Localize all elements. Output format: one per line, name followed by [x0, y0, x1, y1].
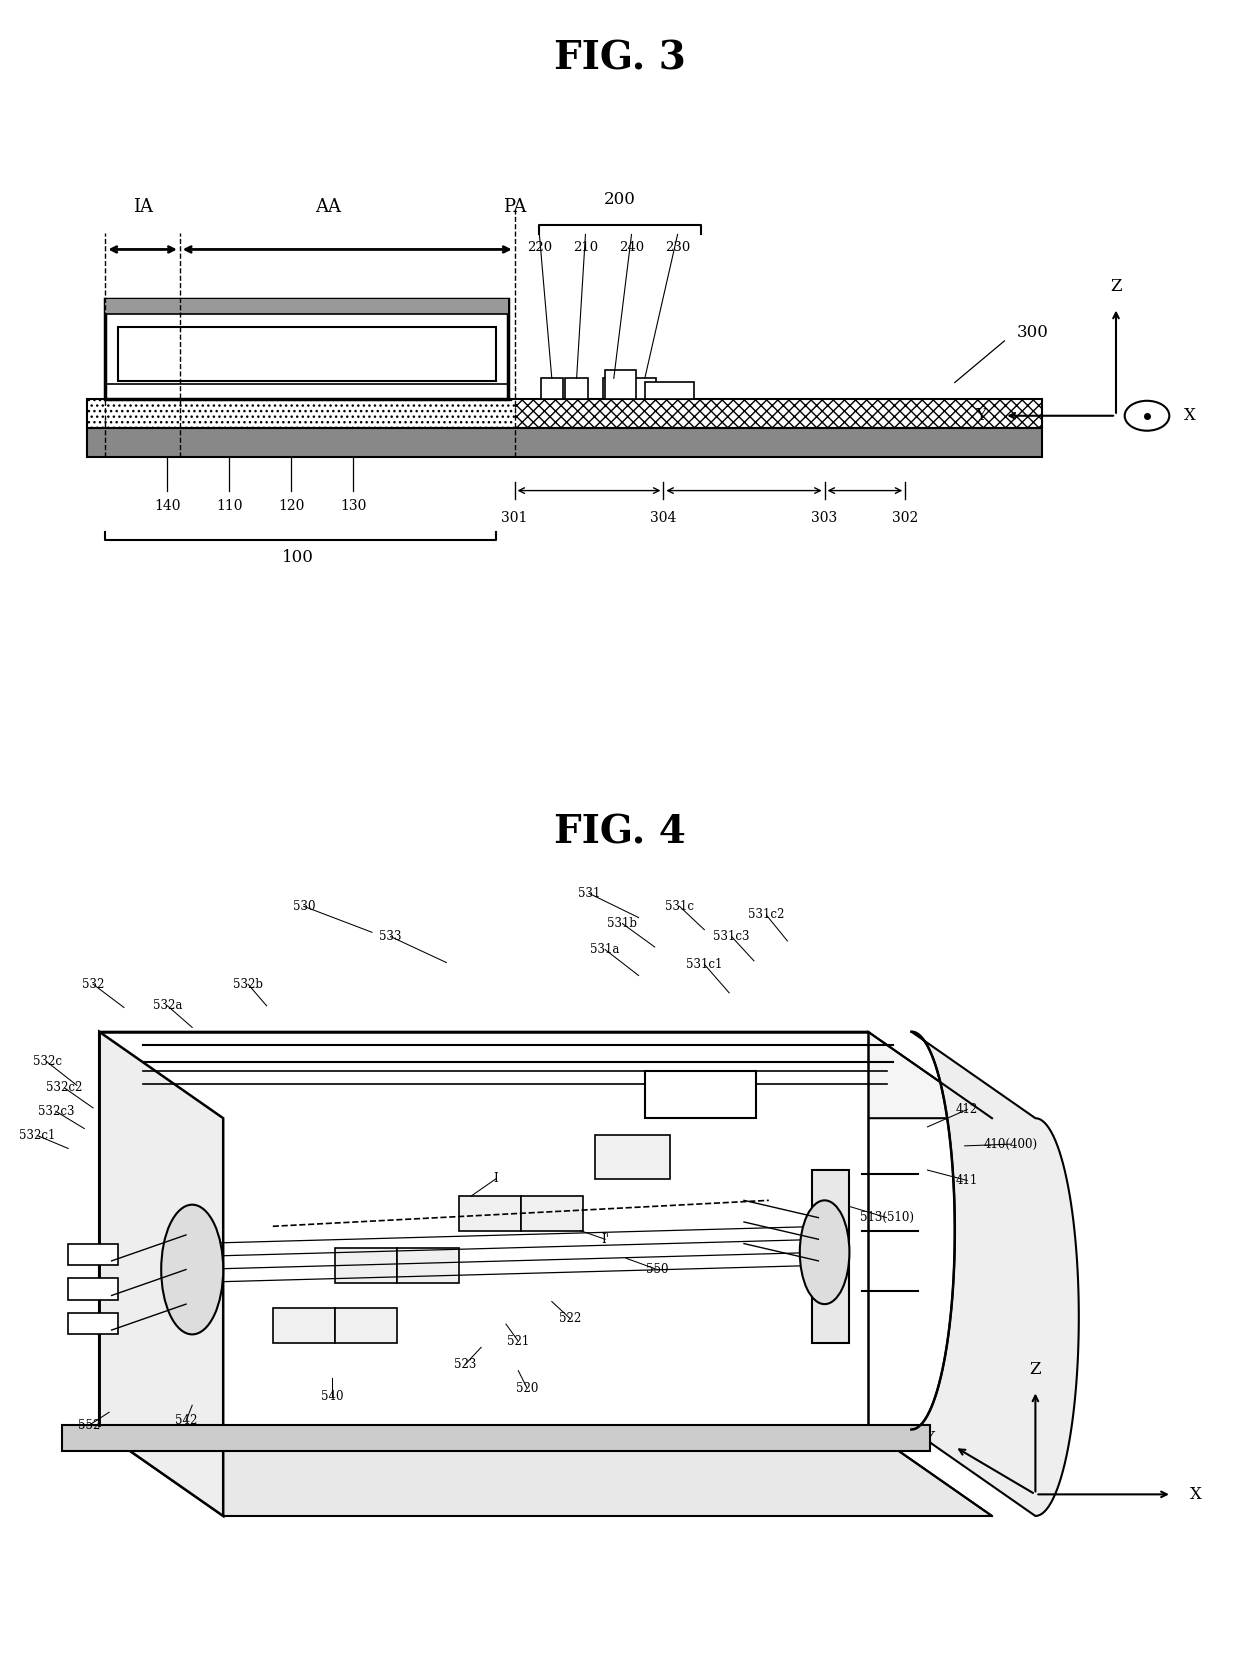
Text: 532c1: 532c1 [19, 1129, 56, 1142]
Text: 300: 300 [1017, 324, 1049, 341]
Text: 532a: 532a [153, 999, 182, 1013]
Polygon shape [99, 1031, 868, 1430]
Text: 521: 521 [507, 1335, 529, 1347]
Text: 531c3: 531c3 [713, 930, 750, 943]
Bar [565, 378, 588, 399]
Polygon shape [99, 1031, 992, 1118]
Bar [541, 378, 563, 399]
Bar [521, 1196, 583, 1231]
Bar [118, 326, 496, 381]
Text: I': I' [601, 1232, 609, 1246]
Text: PA: PA [503, 198, 526, 216]
Text: 531c1: 531c1 [686, 958, 723, 971]
Polygon shape [99, 1430, 992, 1517]
Text: 100: 100 [281, 549, 314, 565]
Text: 530: 530 [293, 900, 315, 913]
Text: 412: 412 [956, 1103, 978, 1116]
Ellipse shape [161, 1204, 223, 1334]
Bar [335, 1247, 397, 1282]
Text: 542: 542 [175, 1414, 197, 1427]
Text: FIG. 3: FIG. 3 [554, 40, 686, 76]
Text: Y: Y [923, 1430, 934, 1447]
Text: 532b: 532b [233, 978, 263, 991]
Polygon shape [911, 1031, 1079, 1517]
Text: 531c: 531c [665, 900, 694, 913]
Text: 513(510): 513(510) [859, 1211, 914, 1224]
Bar [68, 1244, 118, 1266]
Text: 531a: 531a [590, 943, 620, 956]
Text: 532: 532 [82, 978, 104, 991]
Text: FIG. 4: FIG. 4 [554, 813, 686, 851]
Bar [397, 1247, 459, 1282]
Ellipse shape [800, 1201, 849, 1304]
Text: Y: Y [975, 407, 986, 424]
Bar [68, 1279, 118, 1300]
Text: 140: 140 [154, 499, 181, 512]
Bar [335, 1309, 397, 1344]
Bar [812, 1171, 849, 1344]
Text: 523: 523 [454, 1359, 476, 1372]
Text: 540: 540 [321, 1390, 343, 1404]
Bar [68, 1312, 118, 1334]
Bar [62, 1425, 930, 1452]
Text: 411: 411 [956, 1174, 978, 1187]
Text: 303: 303 [811, 511, 838, 526]
Bar [595, 1136, 670, 1179]
Bar [603, 378, 625, 399]
Bar [87, 429, 1042, 457]
Text: 110: 110 [216, 499, 243, 512]
Text: IA: IA [133, 198, 153, 216]
Bar [459, 1196, 521, 1231]
Bar [645, 1071, 756, 1118]
Bar [105, 299, 508, 314]
Bar [105, 299, 508, 399]
Text: X: X [1184, 407, 1197, 424]
Text: 220: 220 [527, 241, 552, 254]
Text: 533: 533 [379, 930, 402, 943]
Text: 550: 550 [646, 1262, 668, 1276]
Bar [634, 378, 656, 399]
Text: 200: 200 [604, 191, 636, 208]
Text: Z: Z [1029, 1360, 1042, 1377]
Text: 532c2: 532c2 [46, 1081, 83, 1094]
Bar [87, 399, 515, 429]
Text: 302: 302 [892, 511, 919, 526]
Text: 210: 210 [573, 241, 598, 254]
Text: 230: 230 [665, 241, 691, 254]
Text: 410(400): 410(400) [983, 1137, 1038, 1151]
Text: Z: Z [1110, 278, 1122, 294]
Circle shape [1125, 401, 1169, 431]
Text: I: I [494, 1172, 498, 1186]
Bar [87, 399, 1042, 429]
Text: 240: 240 [619, 241, 644, 254]
Bar [645, 382, 694, 399]
Text: 120: 120 [278, 499, 305, 512]
Text: 304: 304 [650, 511, 677, 526]
Polygon shape [99, 1031, 223, 1517]
Text: 531c2: 531c2 [748, 908, 785, 921]
Bar [273, 1309, 335, 1344]
Text: 531b: 531b [608, 916, 637, 930]
Text: 552: 552 [78, 1419, 100, 1432]
Text: 532c3: 532c3 [37, 1104, 74, 1118]
Text: 532c: 532c [32, 1056, 62, 1069]
Bar [515, 399, 1042, 429]
Text: AA: AA [316, 198, 341, 216]
Text: 520: 520 [516, 1382, 538, 1395]
Text: 522: 522 [559, 1312, 582, 1325]
Bar [605, 369, 636, 399]
Text: X: X [1190, 1485, 1203, 1503]
Text: 301: 301 [501, 511, 528, 526]
Text: 531: 531 [578, 886, 600, 900]
Text: 130: 130 [340, 499, 367, 512]
